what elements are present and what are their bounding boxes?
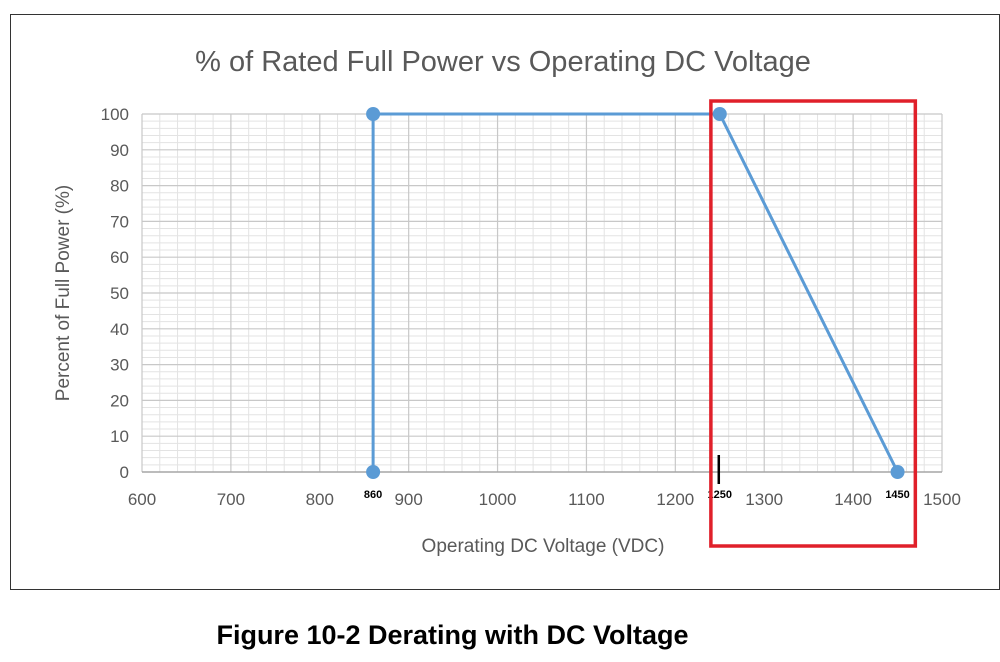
- y-axis-title: Percent of Full Power (%): [53, 185, 74, 401]
- y-tick-label: 100: [101, 105, 129, 124]
- y-tick-label: 30: [110, 356, 129, 375]
- x-tick-label: 1000: [479, 490, 517, 509]
- chart-frame: % of Rated Full Power vs Operating DC Vo…: [10, 14, 1000, 590]
- annotation-group: 860 1250 1450: [364, 455, 910, 501]
- annotation-label: 1450: [885, 489, 909, 501]
- x-tick-label: 1400: [834, 490, 872, 509]
- annotation-label: 860: [364, 489, 382, 501]
- data-point: [890, 465, 905, 479]
- x-tick-label: 1100: [568, 490, 605, 509]
- y-tick-label: 40: [110, 320, 129, 339]
- x-tick-labels: 600 700 800 900 1000 1100 1200 1300 1400 1500: [128, 490, 961, 509]
- data-point: [366, 465, 381, 479]
- figure-caption: Figure 10-2 Derating with DC Voltage: [216, 620, 689, 650]
- y-tick-label: 80: [110, 177, 129, 196]
- data-point: [712, 107, 727, 121]
- series-line: [371, 112, 899, 473]
- x-tick-label: 600: [128, 490, 156, 509]
- y-tick-label: 60: [110, 248, 129, 267]
- x-tick-label: 800: [306, 490, 334, 509]
- x-tick-label: 1300: [745, 490, 783, 509]
- x-axis-title: Operating DC Voltage (VDC): [422, 536, 665, 557]
- x-tick-label: 1200: [656, 490, 694, 509]
- y-tick-label: 90: [110, 141, 129, 160]
- major-grid: [141, 113, 943, 473]
- x-tick-label: 900: [394, 490, 422, 509]
- chart-title: % of Rated Full Power vs Operating DC Vo…: [195, 46, 811, 78]
- x-tick-label: 700: [217, 490, 245, 509]
- x-tick-label: 1500: [923, 490, 961, 509]
- y-tick-label: 10: [110, 427, 129, 446]
- y-tick-label: 0: [120, 463, 129, 482]
- chart-svg: % of Rated Full Power vs Operating DC Vo…: [53, 46, 961, 557]
- y-tick-label: 70: [110, 212, 129, 231]
- series-group: [366, 107, 905, 479]
- highlight-box: [709, 99, 918, 548]
- y-tick-label: 50: [110, 284, 129, 303]
- y-tick-label: 20: [110, 391, 129, 410]
- data-point: [366, 107, 381, 121]
- annotation-label: 1250: [708, 489, 732, 501]
- y-tick-labels: 0 10 20 30 40 50 60 70 80 90 100: [101, 105, 129, 482]
